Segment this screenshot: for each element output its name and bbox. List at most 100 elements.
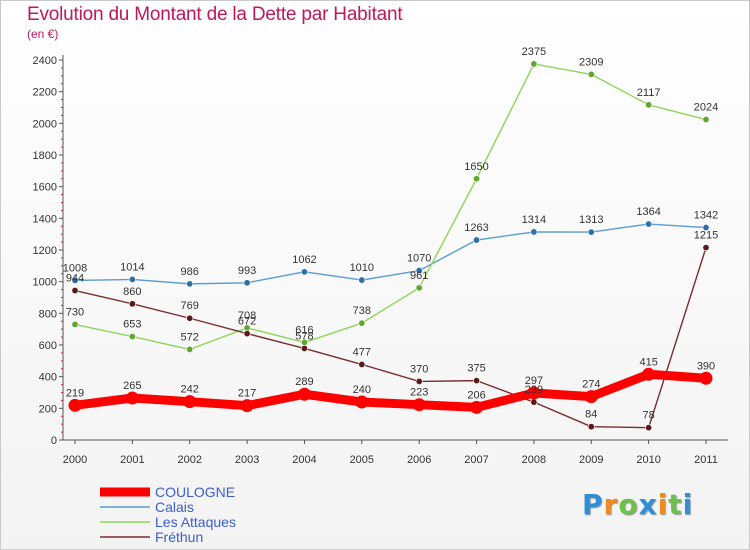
data-label: 206 xyxy=(467,389,485,401)
data-point xyxy=(699,371,713,385)
series-line-les-attaques xyxy=(74,63,707,351)
data-point xyxy=(128,300,136,308)
logo-letter: o xyxy=(618,488,639,521)
data-label: 265 xyxy=(123,380,141,392)
data-point xyxy=(645,220,653,228)
data-label: 370 xyxy=(410,363,428,375)
data-label: 1263 xyxy=(464,222,488,234)
series-line-calais xyxy=(74,223,707,285)
data-point xyxy=(702,244,710,252)
data-point xyxy=(473,175,481,183)
data-point xyxy=(243,330,251,338)
data-label: 2309 xyxy=(579,56,603,68)
data-label: 730 xyxy=(66,306,84,318)
data-point xyxy=(530,228,538,236)
data-label: 1342 xyxy=(694,210,718,222)
y-tick-label: 600 xyxy=(39,340,57,352)
data-point xyxy=(300,268,308,276)
data-point xyxy=(68,398,82,412)
data-point xyxy=(702,224,710,232)
x-tick-label: 2010 xyxy=(636,454,660,466)
data-point xyxy=(415,284,423,292)
legend-label: Fréthun xyxy=(155,529,203,545)
data-label: 219 xyxy=(66,387,84,399)
data-point xyxy=(473,236,481,244)
y-tick-label: 2000 xyxy=(33,118,57,130)
data-point xyxy=(415,377,423,385)
data-point xyxy=(355,395,369,409)
data-label: 708 xyxy=(238,310,256,322)
y-tick-label: 200 xyxy=(39,403,57,415)
data-label: 1010 xyxy=(350,262,374,274)
data-point xyxy=(128,333,136,341)
y-tick-label: 1000 xyxy=(33,277,57,289)
data-point xyxy=(358,276,366,284)
chart-title: Evolution du Montant de la Dette par Hab… xyxy=(27,4,403,25)
data-point xyxy=(125,391,139,405)
data-point xyxy=(702,116,710,124)
logo-letter: i xyxy=(657,488,669,521)
data-label: 769 xyxy=(181,300,199,312)
data-label: 1008 xyxy=(63,262,87,274)
y-tick-label: 1600 xyxy=(33,182,57,194)
x-tick-label: 2002 xyxy=(177,454,201,466)
data-label: 1215 xyxy=(694,230,718,242)
data-point xyxy=(240,399,254,413)
data-point xyxy=(415,267,423,275)
data-point xyxy=(243,279,251,287)
x-tick-label: 2000 xyxy=(63,454,87,466)
data-point xyxy=(186,280,194,288)
data-point xyxy=(71,287,79,295)
data-label: 375 xyxy=(467,363,485,375)
series-line-fréthun xyxy=(74,246,707,429)
x-tick-label: 2004 xyxy=(292,454,316,466)
data-label: 986 xyxy=(181,266,199,278)
data-label: 1314 xyxy=(522,214,546,226)
x-tick-label: 2001 xyxy=(120,454,144,466)
data-point xyxy=(645,424,653,432)
data-label: 240 xyxy=(353,384,371,396)
data-point xyxy=(71,320,79,328)
series-line-coulogne xyxy=(70,369,711,412)
data-label: 1313 xyxy=(579,214,603,226)
data-label: 289 xyxy=(295,376,313,388)
logo-letter: r xyxy=(603,488,619,521)
data-label: 217 xyxy=(238,388,256,400)
data-label: 415 xyxy=(639,356,657,368)
x-tick-label: 2007 xyxy=(464,454,488,466)
legend-label: Les Attaques xyxy=(155,514,236,530)
data-label: 2375 xyxy=(522,46,546,58)
data-label: 1062 xyxy=(292,254,316,266)
legend-label: COULOGNE xyxy=(155,484,235,500)
y-tick-label: 1800 xyxy=(33,150,57,162)
logo-letter: t xyxy=(668,488,683,521)
data-label: 944 xyxy=(66,273,84,285)
y-tick-label: 1200 xyxy=(33,245,57,257)
data-label: 2024 xyxy=(694,102,718,114)
data-label: 242 xyxy=(181,384,199,396)
data-label: 993 xyxy=(238,265,256,277)
data-point xyxy=(587,70,595,78)
data-point xyxy=(642,367,656,381)
proxiti-logo: Proxiti xyxy=(582,488,693,521)
y-tick-label: 400 xyxy=(39,372,57,384)
data-point xyxy=(473,377,481,385)
data-label: 616 xyxy=(295,324,313,336)
y-tick-label: 1400 xyxy=(33,213,57,225)
data-point xyxy=(71,276,79,284)
data-point xyxy=(128,275,136,283)
data-point xyxy=(530,398,538,406)
data-label: 1364 xyxy=(636,206,660,218)
x-tick-label: 2009 xyxy=(579,454,603,466)
data-point xyxy=(183,395,197,409)
data-label: 672 xyxy=(238,316,256,328)
data-point xyxy=(645,101,653,109)
data-point xyxy=(297,387,311,401)
data-point xyxy=(587,423,595,431)
data-label: 239 xyxy=(525,384,543,396)
data-point xyxy=(587,228,595,236)
data-label: 390 xyxy=(697,360,715,372)
x-tick-label: 2011 xyxy=(694,454,718,466)
data-point xyxy=(358,319,366,327)
